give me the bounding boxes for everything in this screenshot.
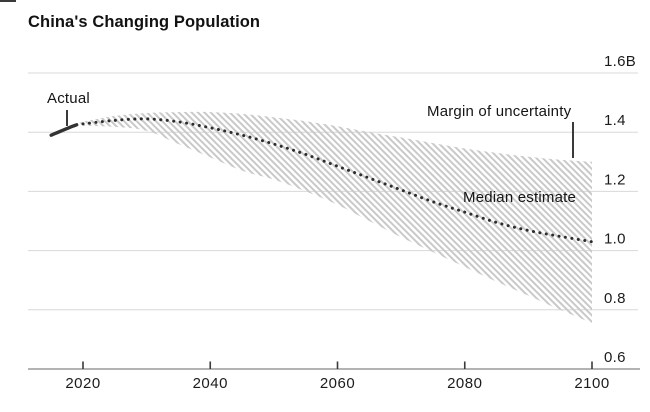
y-axis-label-0.6: 0.6 — [604, 349, 626, 366]
y-axis-label-1.2: 1.2 — [604, 171, 626, 188]
actual-line — [49, 123, 79, 137]
y-axis-label-1.0: 1.0 — [604, 231, 626, 248]
x-axis-label-2080: 2080 — [447, 375, 482, 392]
actual-series-label: Actual — [47, 90, 90, 107]
x-axis-label-2020: 2020 — [65, 375, 100, 392]
chart-title: China's Changing Population — [28, 13, 261, 31]
median-series-label: Median estimate — [463, 189, 577, 206]
uncertainty-band — [76, 111, 592, 324]
median-dotted-line — [81, 117, 594, 244]
uncertainty-pointer-line — [572, 122, 574, 158]
y-axis-label-0.8: 0.8 — [604, 290, 626, 307]
x-axis-label-2040: 2040 — [193, 375, 228, 392]
uncertainty-band-label: Margin of uncertainty — [427, 103, 572, 120]
y-axis-label-1.6B: 1.6B — [604, 53, 636, 70]
x-axis-label-2100: 2100 — [574, 375, 609, 392]
y-axis-label-1.4: 1.4 — [604, 112, 626, 129]
x-axis-label-2060: 2060 — [320, 375, 355, 392]
crop-artifact-line — [0, 0, 16, 2]
actual-pointer-line — [66, 110, 68, 126]
